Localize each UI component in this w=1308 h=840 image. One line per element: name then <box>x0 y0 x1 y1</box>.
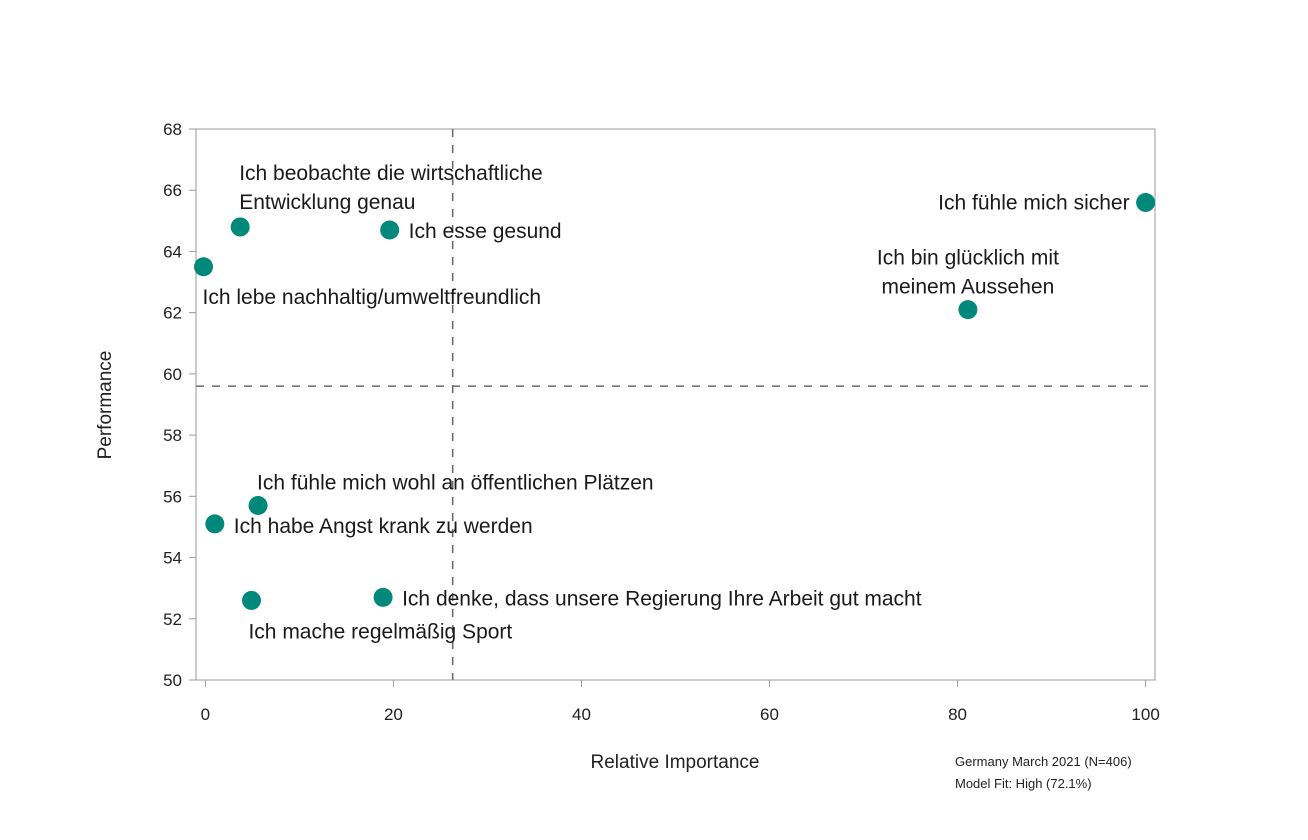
data-point <box>241 590 261 610</box>
model-fit-note: Model Fit: High (72.1%) <box>955 776 1092 791</box>
y-tick-label: 58 <box>163 426 182 445</box>
point-label: Ich beobachte die wirtschaftliche <box>239 162 543 185</box>
y-tick-label: 50 <box>163 671 182 690</box>
x-tick-label: 80 <box>948 705 967 724</box>
y-tick-label: 68 <box>163 120 182 139</box>
data-point <box>230 217 250 237</box>
plot-frame <box>195 128 1156 681</box>
data-point <box>373 587 393 607</box>
data-point <box>958 300 978 320</box>
data-point <box>380 220 400 240</box>
x-tick-label: 0 <box>201 705 210 724</box>
reference-lines <box>196 129 1155 680</box>
data-point <box>205 514 225 534</box>
point-label: Ich mache regelmäßig Sport <box>248 620 512 643</box>
point-label: Ich lebe nachhaltig/umweltfreundlich <box>203 286 542 309</box>
x-tick-label: 100 <box>1131 705 1159 724</box>
y-tick-label: 66 <box>163 181 182 200</box>
y-tick-label: 52 <box>163 610 182 629</box>
y-axis-title: Performance <box>95 351 116 460</box>
x-tick-label: 20 <box>384 705 403 724</box>
x-tick-label: 60 <box>760 705 779 724</box>
y-tick-label: 54 <box>163 549 182 568</box>
y-tick-label: 64 <box>163 242 182 261</box>
point-label: Entwicklung genau <box>239 191 415 214</box>
axes: 50 52 54 56 58 60 62 64 66 68 0 20 40 60 80 100 <box>163 120 1160 724</box>
y-tick-label: 56 <box>163 487 182 506</box>
y-tick-label: 60 <box>163 365 182 384</box>
data-point <box>248 496 268 516</box>
point-label: Ich fühle mich wohl an öffentlichen Plät… <box>257 472 654 495</box>
x-tick-label: 40 <box>572 705 591 724</box>
y-tick-label: 62 <box>163 304 182 323</box>
point-label: Ich bin glücklich mit <box>877 247 1059 270</box>
point-label: Ich habe Angst krank zu werden <box>234 515 533 538</box>
point-label: Ich esse gesund <box>409 220 562 243</box>
point-label: Ich fühle mich sicher <box>938 191 1129 214</box>
point-label: Ich denke, dass unsere Regierung Ihre Ar… <box>402 587 922 610</box>
x-axis-title: Relative Importance <box>591 752 760 773</box>
point-labels: Ich fühle mich sicher Ich bin glücklich m… <box>203 162 1130 643</box>
data-point <box>194 257 214 277</box>
point-label: meinem Aussehen <box>882 276 1055 299</box>
data-point <box>1136 192 1156 212</box>
sample-note: Germany March 2021 (N=406) <box>955 754 1132 769</box>
data-points <box>194 192 1156 610</box>
